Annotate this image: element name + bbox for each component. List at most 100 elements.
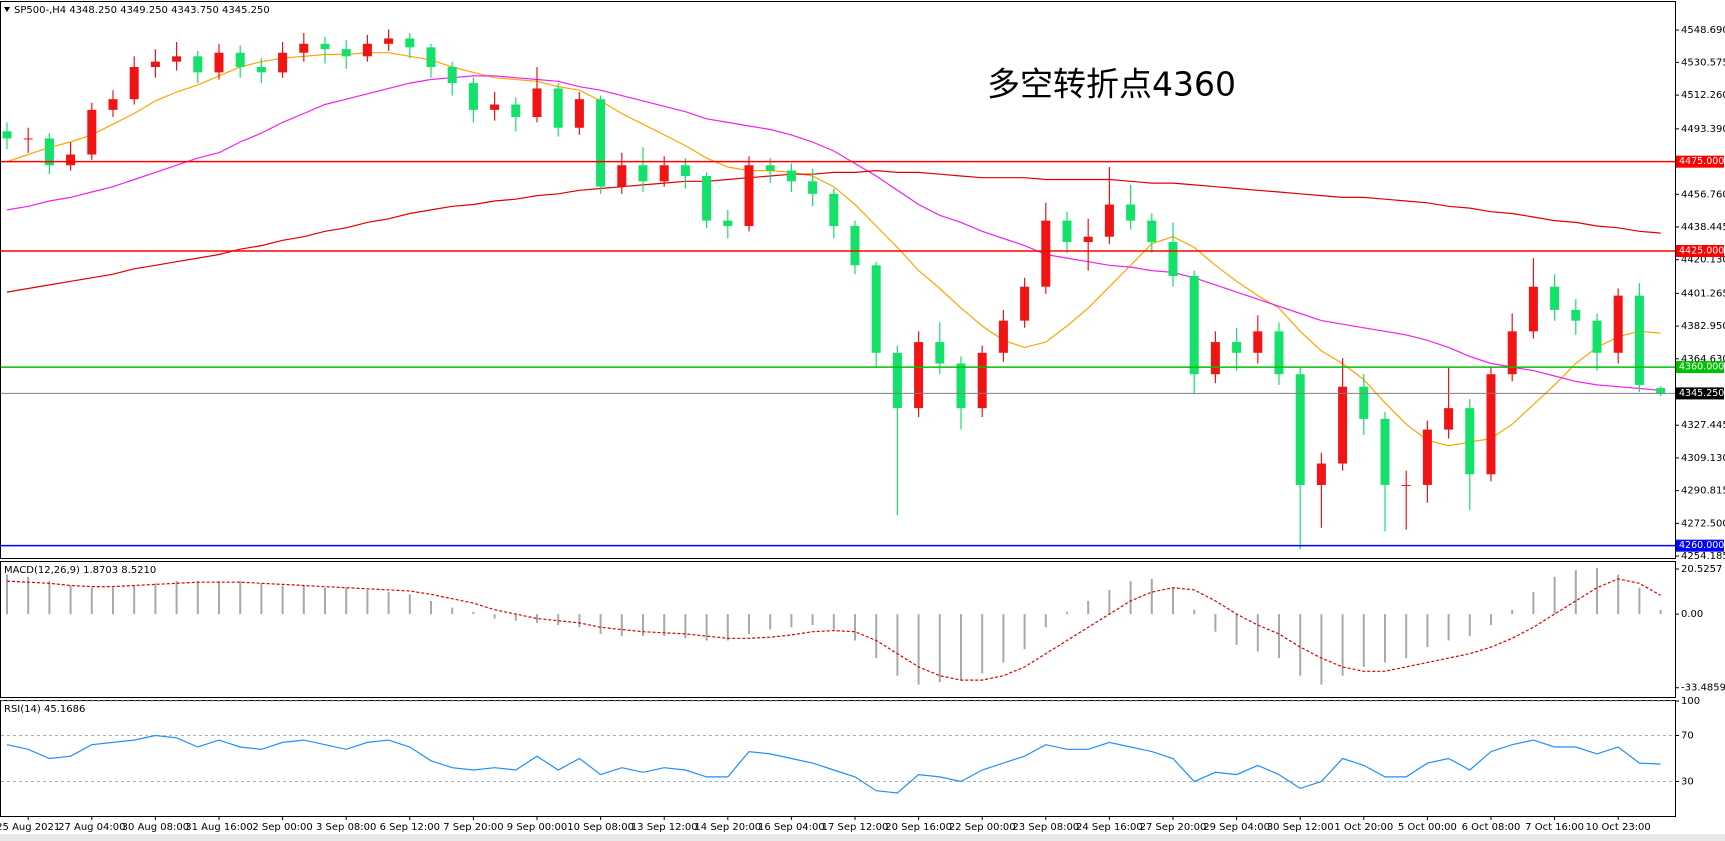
x-tick-label: 3 Sep 08:00 xyxy=(316,822,376,833)
x-tick-label: 17 Sep 12:00 xyxy=(822,822,889,833)
y-tick-label: 4530.575 xyxy=(1681,57,1725,68)
macd-bar xyxy=(430,600,432,615)
macd-bar xyxy=(981,614,984,674)
y-tick-label: 30 xyxy=(1681,777,1694,788)
macd-bar xyxy=(1341,614,1344,676)
macd-bar xyxy=(1384,614,1386,663)
macd-bar xyxy=(1638,587,1641,615)
candle-body xyxy=(765,165,775,171)
x-tick-label: 7 Oct 16:00 xyxy=(1525,822,1584,833)
level-label: 4360.000 xyxy=(1679,362,1724,373)
macd-bar xyxy=(1278,614,1280,659)
x-tick-label: 6 Sep 12:00 xyxy=(380,822,440,833)
candle-body xyxy=(235,52,245,68)
candle-body xyxy=(468,83,478,110)
macd-bar xyxy=(684,614,687,639)
candle-body xyxy=(680,165,690,176)
y-tick-label: 4309.130 xyxy=(1681,453,1725,464)
macd-bar xyxy=(1066,611,1068,615)
macd-bar xyxy=(133,585,136,615)
candle-body xyxy=(150,61,160,68)
symbol-menu-arrow[interactable] xyxy=(4,7,10,12)
level-label-box xyxy=(1676,244,1724,257)
y-tick-label: 100 xyxy=(1681,696,1700,707)
macd-bar xyxy=(642,614,644,637)
macd-bar xyxy=(366,589,369,615)
current-price-box xyxy=(1676,387,1724,400)
macd-bar xyxy=(90,587,93,615)
candle-body xyxy=(87,109,97,155)
y-tick-label: 4401.265 xyxy=(1681,288,1725,299)
candle-body xyxy=(1168,242,1178,276)
y-tick-label: 4493.390 xyxy=(1681,124,1725,135)
candle-body xyxy=(1316,463,1326,485)
macd-bar xyxy=(790,614,793,628)
candle-body xyxy=(384,38,394,44)
y-tick-label: 20.5257 xyxy=(1681,564,1722,575)
macd-bar xyxy=(1023,614,1026,650)
macd-bar xyxy=(1405,614,1408,659)
candle-body xyxy=(1210,342,1220,375)
macd-bar xyxy=(854,614,856,641)
candle-body xyxy=(998,320,1008,353)
candle-body xyxy=(320,43,330,50)
candle-body xyxy=(1041,220,1051,287)
candle-body xyxy=(1528,286,1538,332)
macd-bar xyxy=(1362,614,1365,667)
candle-body xyxy=(278,52,288,73)
x-tick-label: 2 Sep 00:00 xyxy=(252,822,312,833)
macd-bar xyxy=(196,581,199,615)
y-tick-label: 4382.950 xyxy=(1681,321,1725,332)
candle-body xyxy=(744,165,754,226)
y-tick-label: 4420.130 xyxy=(1681,255,1725,266)
macd-bar xyxy=(6,574,8,615)
candle-body xyxy=(596,99,606,187)
macd-bar xyxy=(1108,589,1111,615)
x-tick-label: 13 Sep 12:00 xyxy=(631,822,698,833)
moving-average xyxy=(6,75,1661,391)
macd-bar xyxy=(48,581,51,615)
rsi-title: RSI(14) 45.1686 xyxy=(4,704,85,715)
macd-bar xyxy=(1150,578,1153,615)
macd-bar xyxy=(154,583,157,615)
macd-bar xyxy=(112,587,114,615)
x-tick-label: 23 Sep 08:00 xyxy=(1012,822,1079,833)
candle-body xyxy=(1147,220,1157,243)
macd-title: MACD(12,26,9) 1.8703 8.5210 xyxy=(4,565,156,576)
candle-body xyxy=(1634,295,1644,385)
macd-bar xyxy=(69,585,72,615)
x-tick-label: 16 Sep 04:00 xyxy=(758,822,825,833)
rsi-line xyxy=(6,734,1661,794)
price-panel xyxy=(0,1,1676,559)
y-tick-label: 4438.445 xyxy=(1681,222,1725,233)
candle-body xyxy=(66,154,76,166)
macd-bar xyxy=(1659,609,1662,615)
y-tick-label: 4254.185 xyxy=(1681,551,1725,562)
candle-body xyxy=(44,138,54,166)
x-tick-label: 5 Oct 00:00 xyxy=(1398,822,1457,833)
macd-bar xyxy=(1596,567,1598,615)
candle-body xyxy=(1104,204,1114,237)
candle-body xyxy=(1465,408,1475,475)
candle-body xyxy=(977,352,987,409)
candle-body xyxy=(659,165,669,182)
macd-bar xyxy=(1235,614,1238,645)
macd-bar xyxy=(1299,614,1302,676)
candle-body xyxy=(1486,374,1496,475)
y-tick-label: 4548.690 xyxy=(1681,25,1725,36)
candle-body xyxy=(892,352,902,409)
macd-bar xyxy=(345,587,348,615)
x-tick-label: 24 Sep 16:00 xyxy=(1076,822,1143,833)
level-label-box xyxy=(1676,361,1724,374)
level-label: 4425.000 xyxy=(1679,245,1724,256)
macd-bar xyxy=(451,607,454,615)
candle-body xyxy=(1401,484,1411,486)
annotation: 多空转折点4360 xyxy=(987,65,1236,104)
candle-body xyxy=(1571,309,1581,321)
level-label-box xyxy=(1676,155,1724,168)
candle-body xyxy=(1507,331,1517,375)
macd-bar xyxy=(938,614,941,683)
macd-bar xyxy=(260,583,263,615)
macd-bar xyxy=(620,614,623,637)
macd-bar xyxy=(1426,614,1429,648)
